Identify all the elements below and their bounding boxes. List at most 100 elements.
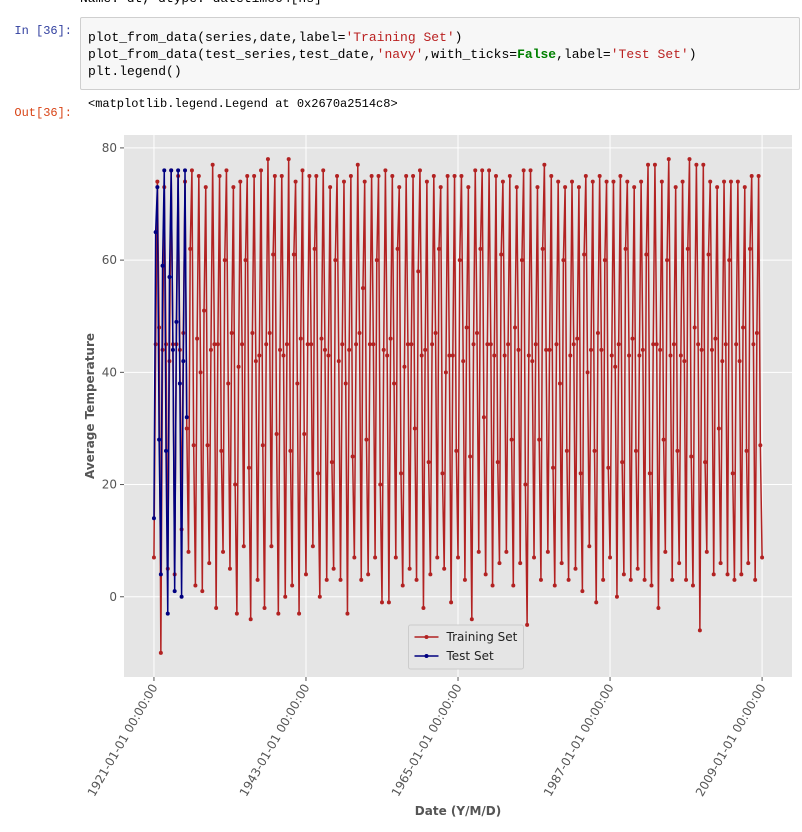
data-point xyxy=(611,179,616,184)
data-point xyxy=(665,258,670,263)
data-point xyxy=(464,325,469,330)
data-point xyxy=(722,179,727,184)
data-point xyxy=(668,353,673,358)
data-point xyxy=(253,359,258,364)
data-point xyxy=(397,185,402,190)
data-point xyxy=(666,157,671,162)
data-point xyxy=(160,263,165,268)
data-point xyxy=(383,168,388,173)
x-tick-label: 1987-01-01 00:00:00 xyxy=(541,682,617,799)
code-string: 'navy' xyxy=(376,47,424,62)
data-point xyxy=(298,336,303,341)
data-point xyxy=(447,353,452,358)
data-point xyxy=(302,432,307,437)
data-point xyxy=(583,173,588,178)
data-point xyxy=(398,471,403,476)
y-tick-label: 80 xyxy=(102,141,117,155)
data-point xyxy=(578,471,583,476)
data-point xyxy=(316,471,321,476)
data-point xyxy=(730,471,735,476)
data-point xyxy=(697,628,702,633)
data-point xyxy=(633,448,638,453)
data-point xyxy=(595,331,600,336)
data-point xyxy=(183,168,188,173)
data-point xyxy=(276,611,281,616)
data-point xyxy=(360,286,365,291)
x-tick-label: 1943-01-01 00:00:00 xyxy=(237,682,313,799)
data-point xyxy=(186,549,191,554)
data-point xyxy=(240,342,245,347)
data-point xyxy=(208,347,213,352)
data-point xyxy=(274,432,279,437)
data-point xyxy=(203,185,208,190)
data-point xyxy=(725,572,730,577)
data-point xyxy=(433,331,438,336)
data-point xyxy=(428,572,433,577)
data-point xyxy=(661,437,666,442)
data-point xyxy=(466,185,471,190)
data-point xyxy=(431,173,436,178)
data-point xyxy=(162,168,167,173)
data-point xyxy=(210,162,215,167)
data-point xyxy=(632,185,637,190)
data-point xyxy=(627,353,632,358)
data-point xyxy=(157,437,162,442)
data-point xyxy=(322,347,327,352)
data-point xyxy=(519,258,524,263)
data-point xyxy=(331,566,336,571)
data-point xyxy=(495,460,500,465)
data-point xyxy=(260,443,265,448)
data-point xyxy=(343,381,348,386)
code-cell[interactable]: plot_from_data(series,date,label='Traini… xyxy=(80,17,800,90)
data-point xyxy=(395,246,400,251)
data-point xyxy=(341,179,346,184)
data-point xyxy=(559,561,564,566)
data-point xyxy=(376,173,381,178)
data-point xyxy=(637,353,642,358)
data-point xyxy=(226,381,231,386)
data-point xyxy=(737,359,742,364)
data-point xyxy=(507,173,512,178)
data-point xyxy=(469,617,474,622)
data-point xyxy=(713,336,718,341)
legend-box xyxy=(408,624,524,670)
data-point xyxy=(404,173,409,178)
data-point xyxy=(571,342,576,347)
data-point xyxy=(385,353,390,358)
data-point xyxy=(442,566,447,571)
data-point xyxy=(735,179,740,184)
data-point xyxy=(158,572,163,577)
data-point xyxy=(454,448,459,453)
data-point xyxy=(436,246,441,251)
data-point xyxy=(238,179,243,184)
data-point xyxy=(616,342,621,347)
data-point xyxy=(430,342,435,347)
data-point xyxy=(754,331,759,336)
data-point xyxy=(155,179,160,184)
y-tick-label: 20 xyxy=(102,478,117,492)
data-point xyxy=(214,605,219,610)
data-point xyxy=(680,179,685,184)
data-point xyxy=(409,342,414,347)
data-point xyxy=(635,566,640,571)
data-point xyxy=(205,443,210,448)
data-point xyxy=(438,185,443,190)
data-point xyxy=(424,179,429,184)
data-point xyxy=(354,342,359,347)
data-point xyxy=(585,370,590,375)
data-point xyxy=(500,179,505,184)
x-tick-label: 1965-01-01 00:00:00 xyxy=(389,682,465,799)
data-point xyxy=(540,246,545,251)
data-point xyxy=(709,347,714,352)
data-point xyxy=(678,353,683,358)
data-point xyxy=(364,437,369,442)
data-point xyxy=(671,342,676,347)
data-point xyxy=(614,594,619,599)
data-point xyxy=(481,415,486,420)
data-point xyxy=(493,173,498,178)
data-point xyxy=(747,246,752,251)
data-point xyxy=(602,258,607,263)
data-point xyxy=(407,566,412,571)
data-point xyxy=(414,577,419,582)
